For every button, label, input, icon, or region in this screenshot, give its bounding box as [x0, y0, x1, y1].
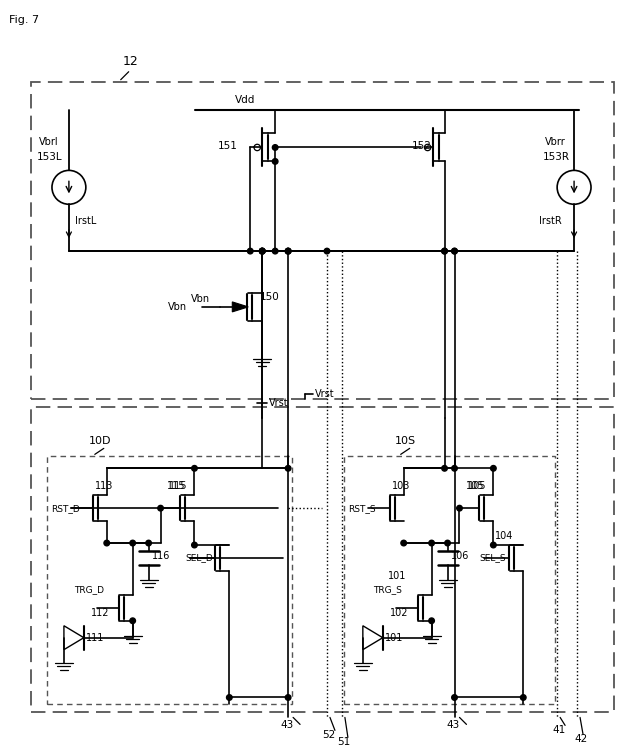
- Circle shape: [226, 695, 232, 700]
- Circle shape: [441, 248, 447, 254]
- Text: 115: 115: [167, 481, 185, 491]
- Circle shape: [158, 506, 163, 511]
- Bar: [31, 406, 614, 712]
- Circle shape: [285, 465, 291, 471]
- Text: 51: 51: [337, 738, 350, 747]
- Text: Vbn: Vbn: [191, 294, 210, 304]
- Circle shape: [429, 618, 434, 624]
- Circle shape: [191, 542, 197, 548]
- Text: 102: 102: [390, 608, 408, 618]
- Bar: [31, 82, 614, 399]
- Text: 105: 105: [466, 481, 484, 491]
- Circle shape: [491, 465, 496, 471]
- Text: 151: 151: [218, 141, 237, 152]
- Polygon shape: [232, 302, 248, 312]
- Circle shape: [272, 248, 278, 254]
- Circle shape: [130, 540, 135, 546]
- Text: SEL_S: SEL_S: [479, 554, 506, 562]
- Circle shape: [260, 248, 265, 254]
- Text: 10D: 10D: [89, 436, 111, 447]
- Circle shape: [260, 248, 265, 254]
- Text: 153R: 153R: [543, 153, 570, 162]
- Circle shape: [491, 542, 496, 548]
- Circle shape: [272, 159, 278, 165]
- Text: 43: 43: [280, 720, 293, 730]
- Circle shape: [441, 465, 447, 471]
- Text: 105: 105: [468, 481, 486, 491]
- Text: IrstL: IrstL: [75, 216, 96, 226]
- Text: 101: 101: [385, 633, 403, 643]
- Circle shape: [401, 540, 406, 546]
- Text: RST_S: RST_S: [348, 503, 376, 512]
- Text: Fig. 7: Fig. 7: [9, 15, 40, 25]
- Text: 52: 52: [322, 730, 335, 741]
- Text: TRG_S: TRG_S: [373, 586, 402, 595]
- Circle shape: [260, 248, 265, 254]
- Text: 103: 103: [392, 481, 410, 491]
- Circle shape: [146, 540, 151, 546]
- Text: 150: 150: [260, 292, 280, 302]
- Circle shape: [452, 248, 457, 254]
- Text: 152: 152: [412, 141, 431, 152]
- Text: 115: 115: [168, 481, 187, 491]
- Text: Vrst: Vrst: [315, 388, 335, 399]
- Text: 112: 112: [91, 608, 109, 618]
- Text: Vdd: Vdd: [235, 95, 256, 105]
- Circle shape: [457, 506, 463, 511]
- Text: 101: 101: [388, 571, 406, 581]
- Text: SEL_D: SEL_D: [186, 554, 213, 562]
- Circle shape: [285, 248, 291, 254]
- Text: 12: 12: [122, 55, 138, 68]
- Circle shape: [104, 540, 110, 546]
- Circle shape: [248, 248, 253, 254]
- Circle shape: [130, 618, 135, 624]
- Text: 116: 116: [152, 551, 170, 561]
- Circle shape: [452, 695, 457, 700]
- Text: 41: 41: [552, 726, 565, 735]
- Text: RST_D: RST_D: [51, 503, 80, 512]
- Circle shape: [441, 248, 447, 254]
- Circle shape: [191, 465, 197, 471]
- Text: IrstR: IrstR: [539, 216, 562, 226]
- Text: 111: 111: [86, 633, 104, 643]
- Circle shape: [260, 248, 265, 254]
- Text: Vbrl: Vbrl: [39, 138, 59, 147]
- Circle shape: [452, 465, 457, 471]
- Text: TRG_D: TRG_D: [74, 586, 104, 595]
- Circle shape: [445, 540, 450, 546]
- Circle shape: [285, 248, 291, 254]
- Text: Vbn: Vbn: [168, 302, 187, 312]
- Text: 10S: 10S: [395, 436, 416, 447]
- Circle shape: [324, 248, 330, 254]
- Text: 43: 43: [447, 720, 460, 730]
- Text: 153L: 153L: [37, 153, 63, 162]
- Text: 113: 113: [95, 481, 113, 491]
- Bar: [344, 456, 555, 705]
- Circle shape: [272, 144, 278, 150]
- Text: Vrst: Vrst: [269, 397, 289, 408]
- Text: Vbrr: Vbrr: [545, 138, 566, 147]
- Text: 42: 42: [574, 735, 588, 744]
- Circle shape: [452, 248, 457, 254]
- Circle shape: [285, 248, 291, 254]
- Circle shape: [429, 540, 434, 546]
- Bar: [47, 456, 292, 705]
- Circle shape: [285, 695, 291, 700]
- Text: 106: 106: [450, 551, 469, 561]
- Text: 104: 104: [495, 531, 514, 541]
- Circle shape: [521, 695, 526, 700]
